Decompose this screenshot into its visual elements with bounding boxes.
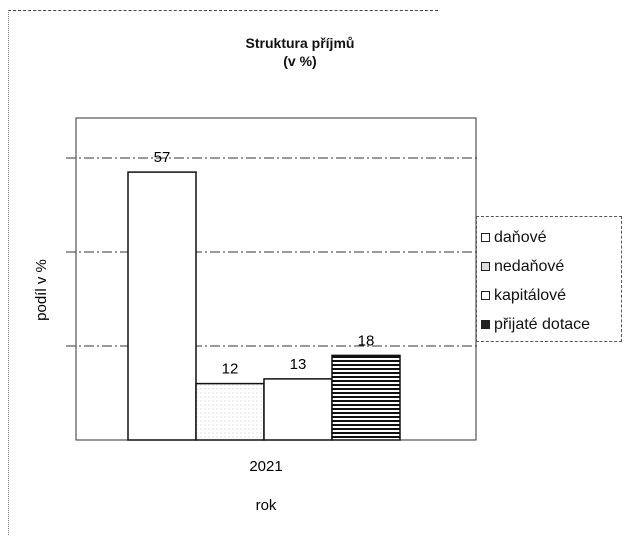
- legend-swatch-nedanove: [481, 262, 490, 271]
- bar-nedaňové: [195, 382, 265, 441]
- data-label: 13: [290, 356, 307, 373]
- legend-swatch-kapitalove: [481, 291, 490, 300]
- data-label: 57: [154, 149, 171, 166]
- legend-item-kapitalove: kapitálové: [481, 281, 617, 310]
- chart-subtitle: (v %): [283, 53, 317, 69]
- y-axis-label: podíl v %: [33, 259, 50, 321]
- data-labels-group: 57 12 13 18: [154, 149, 375, 378]
- data-label: 12: [222, 361, 239, 378]
- x-axis-label: rok: [256, 497, 277, 514]
- bar-daňové: [127, 171, 197, 441]
- legend-item-nedanove: nedaňové: [481, 252, 617, 281]
- chart-title: Struktura příjmů: [245, 35, 355, 51]
- legend-swatch-prijate-dotace: [481, 320, 490, 329]
- bar-přijaté-dotace: [331, 354, 401, 441]
- data-label: 18: [358, 332, 375, 349]
- legend-label-prijate-dotace: přijaté dotace: [494, 315, 591, 333]
- chart-frame-left: [8, 10, 9, 535]
- legend-item-danove: daňové: [481, 223, 617, 252]
- bars-group: [127, 171, 401, 441]
- legend: daňové nedaňové kapitálové přijaté dotac…: [476, 216, 622, 342]
- x-tick-label: 2021: [249, 458, 282, 475]
- legend-swatch-danove: [481, 233, 490, 242]
- chart-title-block: Struktura příjmů (v %): [180, 34, 420, 70]
- legend-label-kapitalove: kapitálové: [494, 286, 567, 304]
- legend-label-nedanove: nedaňové: [494, 257, 565, 275]
- bar-kapitálové: [263, 378, 333, 441]
- chart-frame-top: [8, 10, 438, 11]
- legend-item-prijate-dotace: přijaté dotace: [481, 310, 617, 339]
- legend-label-danove: daňové: [494, 228, 547, 246]
